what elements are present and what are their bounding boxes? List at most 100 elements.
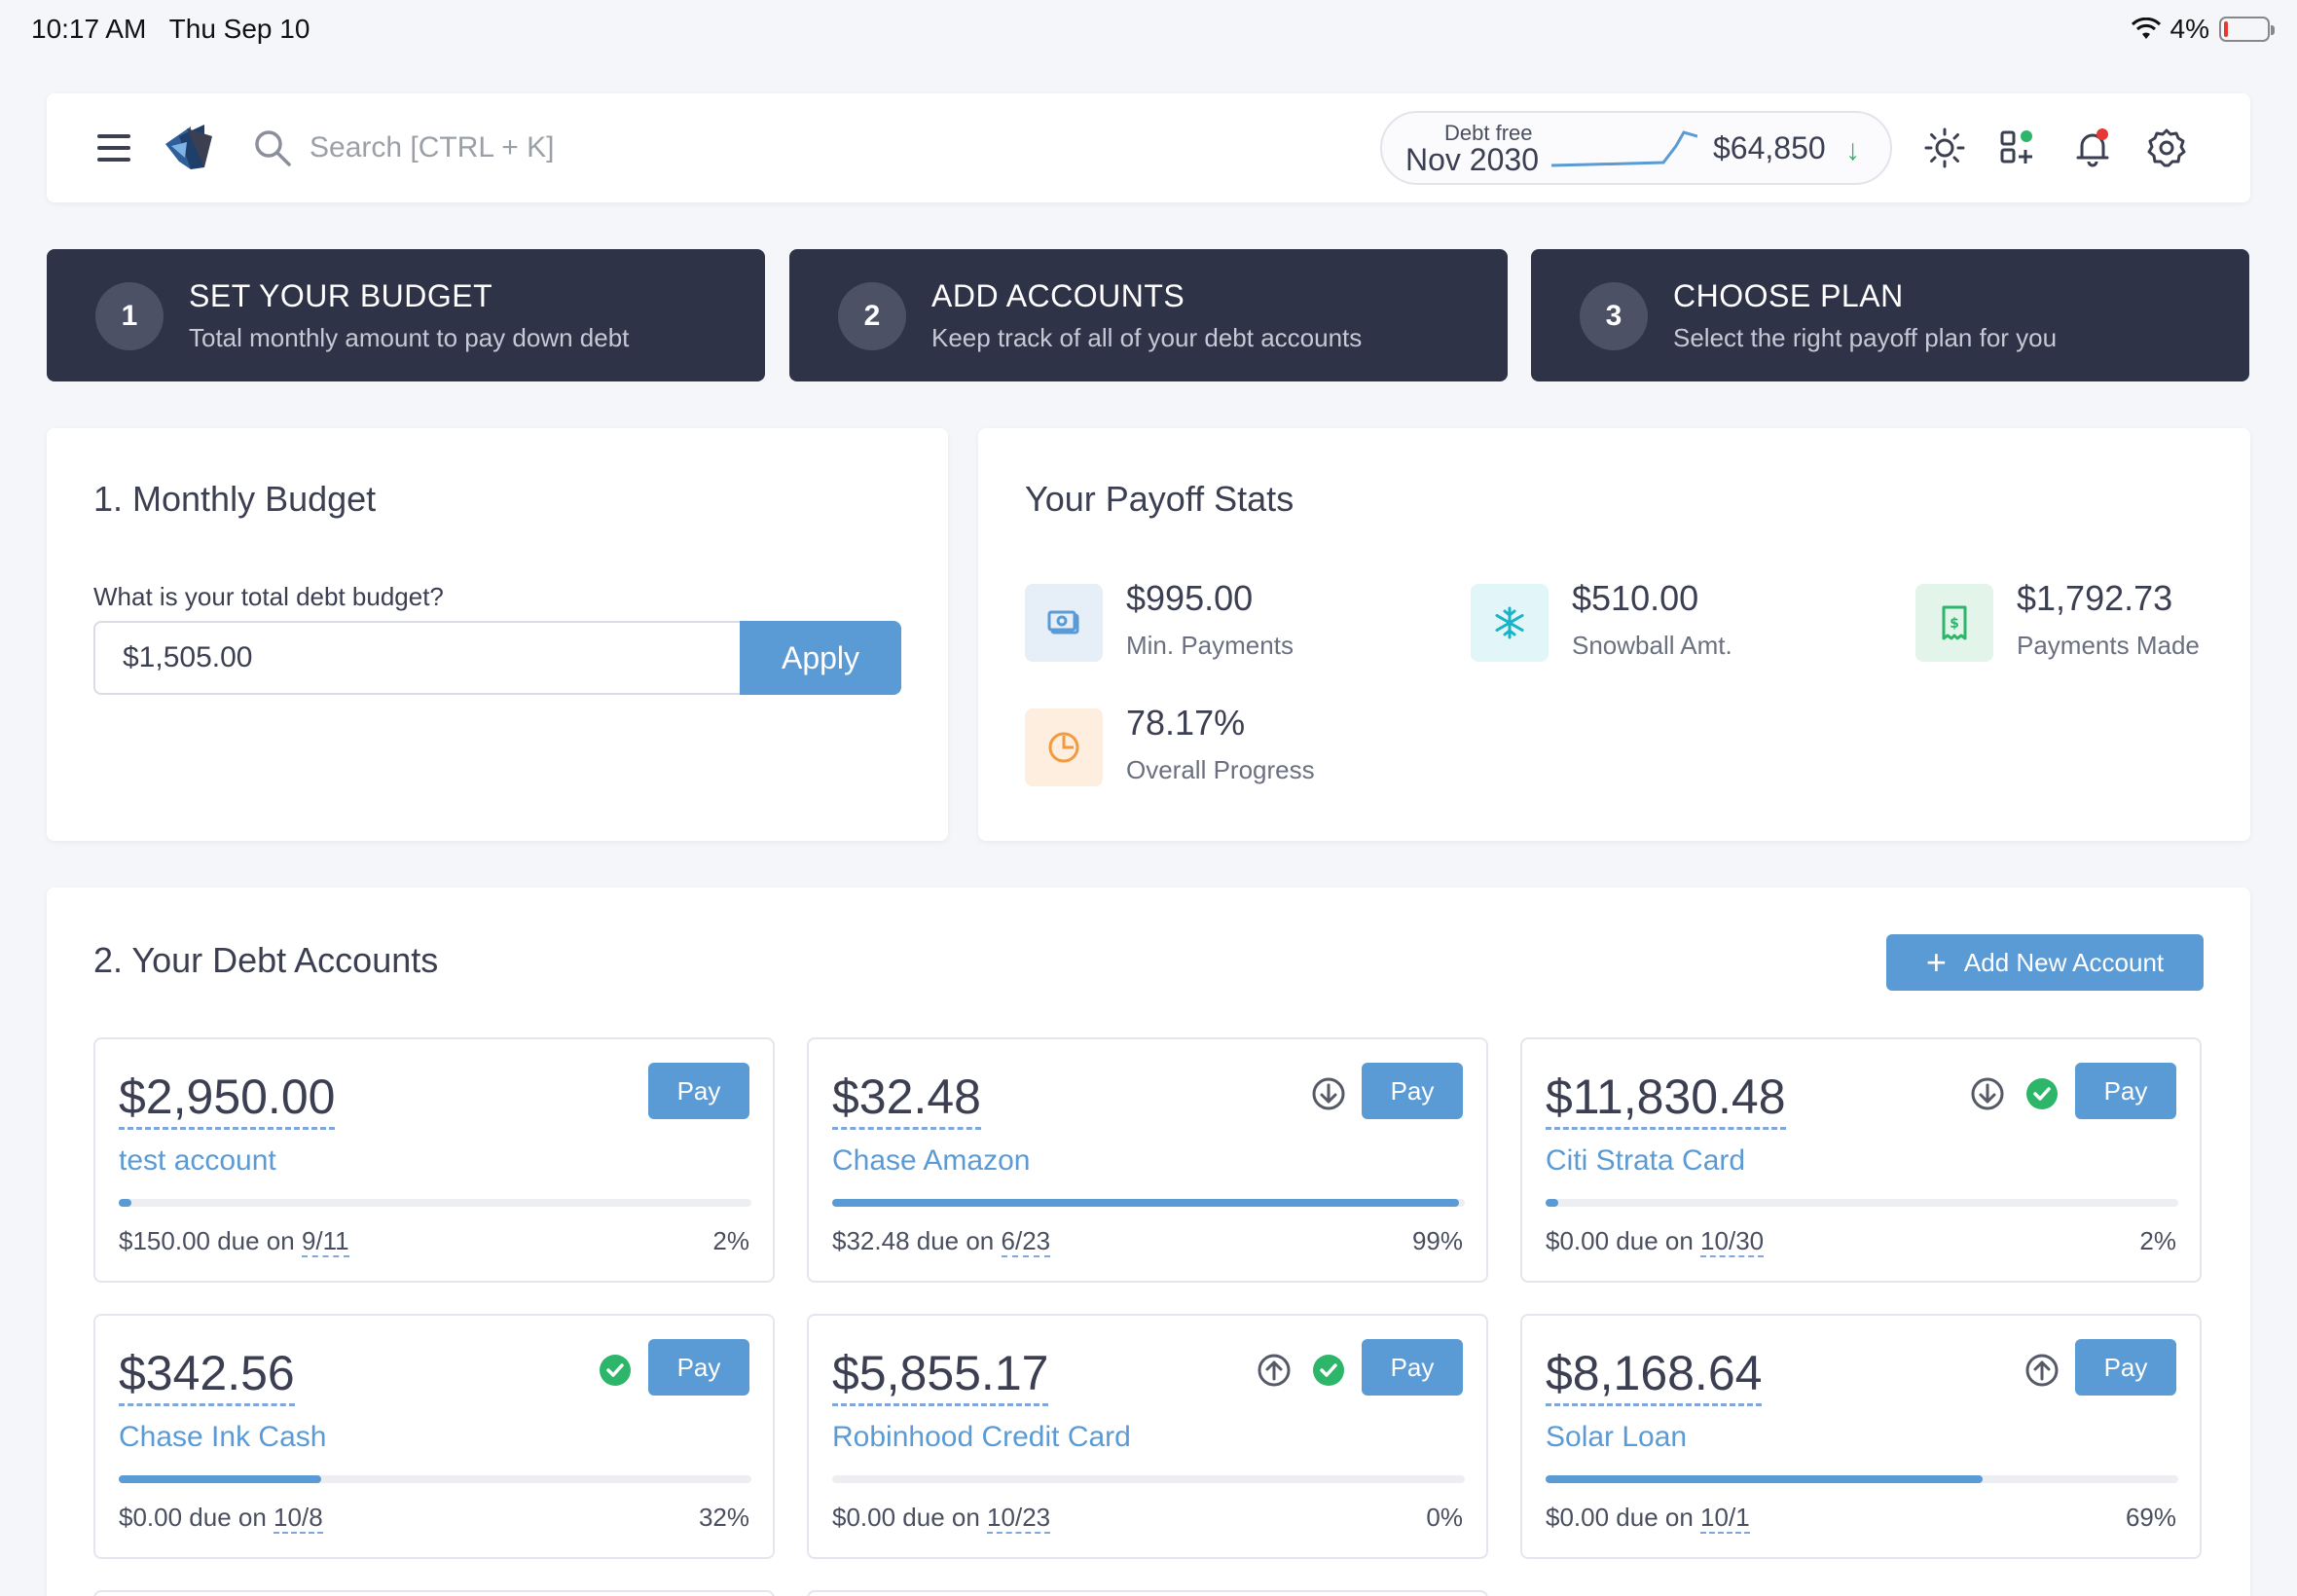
stat-label: Overall Progress — [1126, 755, 1315, 785]
arrow-down-circle-icon[interactable] — [1311, 1076, 1346, 1111]
add-new-account-button[interactable]: + Add New Account — [1886, 934, 2204, 991]
account-name[interactable]: Citi Strata Card — [1546, 1144, 1745, 1178]
step-set-budget[interactable]: 1 SET YOUR BUDGET Total monthly amount t… — [47, 249, 765, 381]
account-card[interactable]: $5,855.17 Pay Robinhood Credit Card $0.00 d… — [807, 1314, 1488, 1559]
add-account-label: Add New Account — [1964, 948, 2164, 978]
progress-fill — [1546, 1199, 1558, 1207]
account-balance[interactable]: $342.56 — [119, 1345, 295, 1406]
due-date[interactable]: 6/23 — [1002, 1226, 1051, 1257]
step-title: CHOOSE PLAN — [1673, 278, 1904, 314]
progress-bar — [1546, 1475, 2178, 1483]
top-header: Debt free Nov 2030 $64,850 ↓ — [47, 93, 2250, 202]
check-circle-icon — [2024, 1076, 2060, 1111]
step-add-accounts[interactable]: 2 ADD ACCOUNTS Keep track of all of your… — [789, 249, 1508, 381]
pay-button[interactable]: Pay — [2075, 1063, 2176, 1119]
progress-bar — [832, 1199, 1465, 1207]
due-text: $150.00 due on 9/11 — [119, 1226, 349, 1256]
pay-button[interactable]: Pay — [2075, 1339, 2176, 1396]
debt-free-widget[interactable]: Debt free Nov 2030 $64,850 ↓ — [1380, 111, 1892, 185]
arrow-down-circle-icon[interactable] — [1970, 1076, 2005, 1111]
step-subtitle: Total monthly amount to pay down debt — [189, 323, 629, 353]
monthly-budget-card: 1. Monthly Budget What is your total deb… — [47, 428, 948, 841]
search-icon[interactable] — [253, 128, 292, 167]
due-date[interactable]: 10/1 — [1700, 1503, 1750, 1534]
progress-bar — [119, 1475, 751, 1483]
account-balance[interactable]: $2,950.00 — [119, 1069, 335, 1130]
progress-percent: 2% — [712, 1226, 749, 1256]
arrow-down-icon: ↓ — [1845, 134, 1860, 167]
account-card[interactable]: $11,830.48 Pay Citi Strata Card $0.00 due o… — [1520, 1037, 2202, 1283]
wifi-icon — [2132, 18, 2161, 41]
budget-title: 1. Monthly Budget — [93, 479, 376, 520]
step-title: ADD ACCOUNTS — [931, 278, 1185, 314]
account-name[interactable]: test account — [119, 1144, 276, 1178]
account-balance[interactable]: $5,855.17 — [832, 1345, 1048, 1406]
stat-snowball: $510.00 Snowball Amt. — [1471, 576, 1860, 673]
stat-label: Payments Made — [2017, 631, 2200, 661]
search-input[interactable] — [310, 127, 893, 169]
pay-button[interactable]: Pay — [648, 1063, 749, 1119]
step-subtitle: Select the right payoff plan for you — [1673, 323, 2057, 353]
battery-percent: 4% — [2170, 14, 2209, 45]
due-text: $0.00 due on 10/1 — [1546, 1503, 1750, 1533]
pay-button[interactable]: Pay — [1362, 1339, 1463, 1396]
cash-icon — [1025, 584, 1103, 662]
account-name[interactable]: Chase Ink Cash — [119, 1421, 326, 1454]
arrow-up-circle-icon[interactable] — [1257, 1353, 1292, 1388]
stats-title: Your Payoff Stats — [1025, 479, 1294, 520]
stat-value: $1,792.73 — [2017, 578, 2172, 619]
step-number: 3 — [1580, 282, 1648, 350]
stat-label: Min. Payments — [1126, 631, 1294, 661]
account-name[interactable]: Solar Loan — [1546, 1421, 1687, 1454]
bell-icon[interactable] — [2071, 127, 2114, 169]
account-card[interactable]: $342.56 Pay Chase Ink Cash $0.00 due on 10/… — [93, 1314, 775, 1559]
menu-icon[interactable] — [97, 134, 130, 162]
apps-icon[interactable] — [1997, 127, 2040, 169]
due-date[interactable]: 10/30 — [1700, 1226, 1764, 1257]
account-card[interactable]: $32.48 Pay Chase Amazon $32.48 due on 6/23 9… — [807, 1037, 1488, 1283]
budget-question: What is your total debt budget? — [93, 582, 444, 612]
snowflake-icon — [1471, 584, 1549, 662]
debt-accounts-card: 2. Your Debt Accounts + Add New Account … — [47, 888, 2250, 1596]
pay-button[interactable]: Pay — [648, 1339, 749, 1396]
account-card-partial — [93, 1590, 775, 1596]
account-balance[interactable]: $11,830.48 — [1546, 1069, 1786, 1130]
check-circle-icon — [598, 1353, 633, 1388]
progress-percent: 99% — [1412, 1226, 1463, 1256]
status-right: 4% — [2132, 14, 2270, 45]
debt-free-date: Nov 2030 — [1405, 142, 1539, 178]
stat-min-payments: $995.00 Min. Payments — [1025, 576, 1414, 673]
account-card[interactable]: $8,168.64 Pay Solar Loan $0.00 due on 10/1 6… — [1520, 1314, 2202, 1559]
pie-icon — [1025, 708, 1103, 786]
gear-icon[interactable] — [2145, 127, 2188, 169]
arrow-up-circle-icon[interactable] — [2024, 1353, 2060, 1388]
due-text: $0.00 due on 10/8 — [119, 1503, 323, 1533]
account-balance[interactable]: $8,168.64 — [1546, 1345, 1762, 1406]
status-bar: 10:17 AM Thu Sep 10 4% — [0, 0, 2297, 62]
budget-input[interactable] — [93, 621, 742, 695]
stat-overall-progress: 78.17% Overall Progress — [1025, 701, 1414, 798]
step-number: 2 — [838, 282, 906, 350]
step-choose-plan[interactable]: 3 CHOOSE PLAN Select the right payoff pl… — [1531, 249, 2249, 381]
pay-button[interactable]: Pay — [1362, 1063, 1463, 1119]
stat-value: $995.00 — [1126, 578, 1253, 619]
apply-button[interactable]: Apply — [740, 621, 901, 695]
total-debt: $64,850 — [1713, 130, 1826, 166]
account-name[interactable]: Chase Amazon — [832, 1144, 1030, 1178]
account-card-partial — [807, 1590, 1488, 1596]
progress-percent: 2% — [2139, 1226, 2176, 1256]
progress-fill — [119, 1199, 131, 1207]
account-card[interactable]: $2,950.00 Pay test account $150.00 due on 9… — [93, 1037, 775, 1283]
sun-icon[interactable] — [1923, 127, 1966, 169]
svg-text:$: $ — [1950, 616, 1959, 632]
step-subtitle: Keep track of all of your debt accounts — [931, 323, 1362, 353]
logo[interactable] — [162, 123, 216, 173]
due-date[interactable]: 10/23 — [987, 1503, 1050, 1534]
progress-bar — [1546, 1199, 2178, 1207]
account-balance[interactable]: $32.48 — [832, 1069, 981, 1130]
progress-percent: 69% — [2126, 1503, 2176, 1533]
account-name[interactable]: Robinhood Credit Card — [832, 1421, 1131, 1454]
due-date[interactable]: 9/11 — [302, 1226, 349, 1257]
debt-sparkline — [1551, 128, 1697, 171]
due-date[interactable]: 10/8 — [273, 1503, 323, 1534]
